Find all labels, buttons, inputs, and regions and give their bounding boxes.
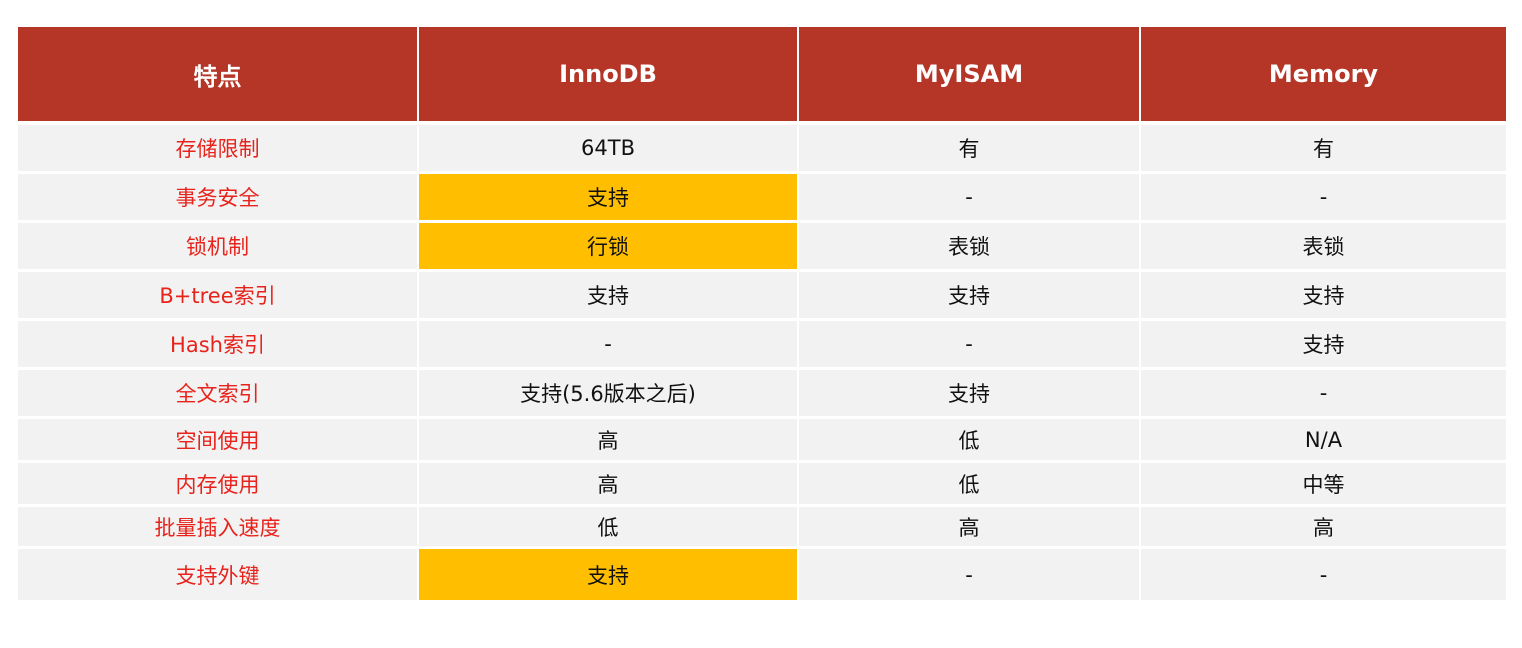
feature-cell: 事务安全: [18, 174, 419, 220]
table-row: 全文索引 支持(5.6版本之后) 支持 -: [18, 370, 1506, 419]
table-body: 存储限制 64TB 有有事务安全 支持 - - 锁机制 行锁 表锁 表锁 B+tree索引 支持 支持支…: [18, 125, 1506, 600]
feature-cell: 空间使用: [18, 419, 419, 460]
innodb-cell: 行锁: [419, 223, 799, 269]
myisam-cell: 有: [799, 125, 1141, 171]
myisam-cell: 高: [799, 507, 1141, 546]
memory-cell: -: [1141, 370, 1506, 416]
header-feature: 特点: [18, 27, 419, 121]
myisam-cell: -: [799, 174, 1141, 220]
memory-cell: 支持: [1141, 272, 1506, 318]
feature-cell: 批量插入速度: [18, 507, 419, 546]
memory-cell: 表锁: [1141, 223, 1506, 269]
feature-cell: Hash索引: [18, 321, 419, 367]
innodb-cell: 支持: [419, 174, 799, 220]
memory-cell: N/A: [1141, 419, 1506, 460]
feature-cell: 锁机制: [18, 223, 419, 269]
memory-cell: 有: [1141, 125, 1506, 171]
memory-cell: 高: [1141, 507, 1506, 546]
table-row: 批量插入速度低高高: [18, 507, 1506, 549]
myisam-cell: 表锁: [799, 223, 1141, 269]
table-row: 空间使用高低 N/A: [18, 419, 1506, 463]
myisam-cell: -: [799, 549, 1141, 600]
engine-comparison-table: 特点 InnoDB MyISAM Memory 存储限制 64TB 有有事务安全 支持…: [18, 27, 1506, 600]
table-row: 存储限制 64TB 有有: [18, 125, 1506, 174]
innodb-cell: 支持: [419, 549, 799, 600]
table-header-row: 特点 InnoDB MyISAM Memory: [18, 27, 1506, 121]
header-myisam: MyISAM: [799, 27, 1141, 121]
memory-cell: 中等: [1141, 463, 1506, 504]
table-row: 事务安全 支持 - -: [18, 174, 1506, 223]
memory-cell: 支持: [1141, 321, 1506, 367]
innodb-cell: 64TB: [419, 125, 799, 171]
feature-cell: 内存使用: [18, 463, 419, 504]
table-row: 内存使用高低中等: [18, 463, 1506, 507]
innodb-cell: 支持(5.6版本之后): [419, 370, 799, 416]
memory-cell: -: [1141, 174, 1506, 220]
memory-cell: -: [1141, 549, 1506, 600]
myisam-cell: 低: [799, 419, 1141, 460]
myisam-cell: -: [799, 321, 1141, 367]
innodb-cell: 高: [419, 419, 799, 460]
innodb-cell: 支持: [419, 272, 799, 318]
innodb-cell: -: [419, 321, 799, 367]
myisam-cell: 支持: [799, 370, 1141, 416]
innodb-cell: 高: [419, 463, 799, 504]
header-memory: Memory: [1268, 60, 1379, 88]
table-row: B+tree索引 支持 支持 支持: [18, 272, 1506, 321]
table-row: Hash索引 - - 支持: [18, 321, 1506, 370]
innodb-cell: 低: [419, 507, 799, 546]
header-innodb: InnoDB: [419, 27, 799, 121]
myisam-cell: 支持: [799, 272, 1141, 318]
table-row: 支持外键 支持 - -: [18, 549, 1506, 600]
feature-cell: 存储限制: [18, 125, 419, 171]
table-row: 锁机制 行锁 表锁 表锁: [18, 223, 1506, 272]
feature-cell: 支持外键: [18, 549, 419, 600]
feature-cell: B+tree索引: [18, 272, 419, 318]
feature-cell: 全文索引: [18, 370, 419, 416]
myisam-cell: 低: [799, 463, 1141, 504]
